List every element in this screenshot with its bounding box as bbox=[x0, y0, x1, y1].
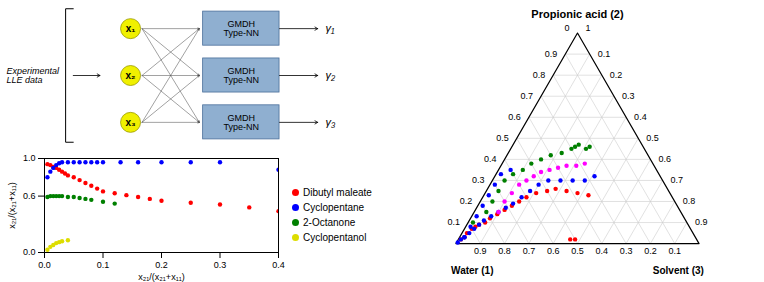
svg-text:0.0: 0.0 bbox=[23, 247, 36, 257]
svg-text:1: 1 bbox=[586, 23, 591, 33]
html-text:Cyclopentane: Cyclopentane bbox=[303, 202, 365, 213]
svg-text:0.1: 0.1 bbox=[448, 217, 461, 227]
svg-text:0.8: 0.8 bbox=[533, 70, 546, 80]
html-text:Cyclopentanol: Cyclopentanol bbox=[303, 232, 367, 243]
svg-text:0.7: 0.7 bbox=[523, 246, 536, 256]
svg-text:0.7: 0.7 bbox=[521, 91, 534, 101]
svg-text:0.0: 0.0 bbox=[38, 260, 51, 270]
svg-text:0.2: 0.2 bbox=[155, 260, 168, 270]
html-text:Dibutyl maleate: Dibutyl maleate bbox=[303, 187, 372, 198]
svg-text:GMDHType-NN: GMDHType-NN bbox=[224, 19, 260, 38]
svg-text:0.4: 0.4 bbox=[484, 154, 497, 164]
svg-text:x₂₁/(x₂₁+x₁₁): x₂₁/(x₂₁+x₁₁) bbox=[138, 272, 184, 282]
svg-text:0.6: 0.6 bbox=[23, 191, 36, 201]
svg-text:0.5: 0.5 bbox=[646, 133, 659, 143]
svg-text:0.4: 0.4 bbox=[634, 112, 647, 122]
svg-text:0.2: 0.2 bbox=[610, 70, 623, 80]
svg-text:x₁: x₁ bbox=[126, 23, 136, 34]
svg-text:x₂: x₂ bbox=[126, 70, 136, 81]
svg-text:0.1: 0.1 bbox=[668, 246, 681, 256]
html-text:2-Octanone: 2-Octanone bbox=[303, 217, 356, 228]
svg-text:0.6: 0.6 bbox=[508, 112, 521, 122]
svg-text:Solvent (3): Solvent (3) bbox=[653, 265, 704, 276]
svg-text:0.9: 0.9 bbox=[474, 246, 487, 256]
svg-text:0.6: 0.6 bbox=[547, 246, 560, 256]
svg-text:0.8: 0.8 bbox=[683, 196, 696, 206]
svg-text:GMDHType-NN: GMDHType-NN bbox=[224, 66, 260, 85]
svg-text:0: 0 bbox=[564, 23, 569, 33]
svg-text:0.4: 0.4 bbox=[272, 260, 285, 270]
svg-text:0.3: 0.3 bbox=[622, 91, 635, 101]
svg-text:0.3: 0.3 bbox=[214, 260, 227, 270]
svg-text:0.9: 0.9 bbox=[695, 217, 708, 227]
svg-text:γ₁: γ₁ bbox=[325, 22, 335, 34]
svg-text:γ₃: γ₃ bbox=[325, 116, 336, 128]
svg-text:0.7: 0.7 bbox=[671, 175, 684, 185]
svg-text:0.1: 0.1 bbox=[598, 49, 611, 59]
svg-text:x₂₁/(x₂₁+x₁₁): x₂₁/(x₂₁+x₁₁) bbox=[7, 182, 17, 228]
svg-text:0.4: 0.4 bbox=[596, 246, 609, 256]
svg-text:Water (1): Water (1) bbox=[451, 265, 493, 276]
svg-text:0.1: 0.1 bbox=[97, 260, 110, 270]
svg-text:0.9: 0.9 bbox=[545, 49, 558, 59]
svg-text:ExperimentalLLE data: ExperimentalLLE data bbox=[6, 66, 60, 85]
svg-text:0.3: 0.3 bbox=[472, 175, 485, 185]
svg-text:1.0: 1.0 bbox=[23, 153, 36, 163]
svg-text:0.3: 0.3 bbox=[620, 246, 633, 256]
svg-text:0.8: 0.8 bbox=[498, 246, 511, 256]
svg-text:x₃: x₃ bbox=[125, 117, 136, 128]
svg-text:0.2: 0.2 bbox=[644, 246, 657, 256]
svg-text:0.6: 0.6 bbox=[658, 154, 671, 164]
svg-text:γ₂: γ₂ bbox=[325, 69, 336, 81]
svg-text:0.2: 0.2 bbox=[460, 196, 473, 206]
svg-text:GMDHType-NN: GMDHType-NN bbox=[224, 113, 260, 132]
svg-text:0.5: 0.5 bbox=[496, 133, 509, 143]
svg-text:Propionic acid (2): Propionic acid (2) bbox=[531, 8, 624, 20]
svg-text:0.5: 0.5 bbox=[571, 246, 584, 256]
